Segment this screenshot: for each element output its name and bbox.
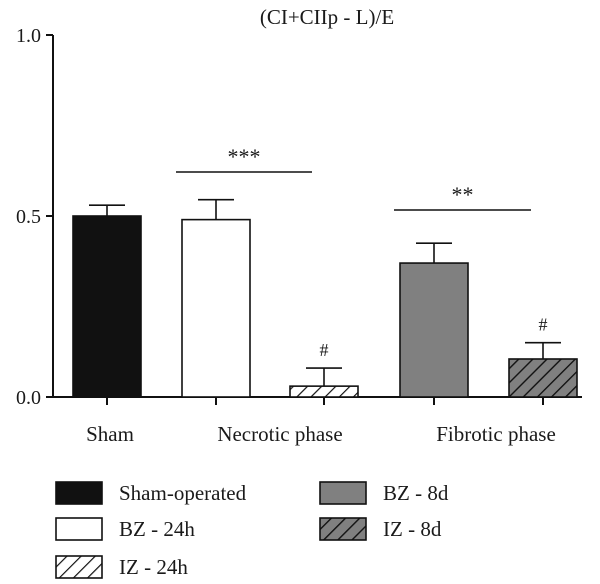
x-group-label-necrotic-phase: Necrotic phase <box>217 422 342 446</box>
y-tick-label: 0.0 <box>16 387 41 409</box>
legend-label: IZ - 24h <box>119 555 188 579</box>
plot-area: 0.0 0.5 1.0 Sham Necrotic phase Fibrotic phas… <box>16 25 582 446</box>
legend-swatch <box>55 555 103 579</box>
significance-label: ** <box>452 182 474 207</box>
legend-swatch <box>319 481 367 505</box>
legend-label: BZ - 24h <box>119 517 195 541</box>
legend-label: BZ - 8d <box>383 481 449 505</box>
bar-iz-8d <box>508 358 578 398</box>
y-tick-label: 1.0 <box>16 25 41 47</box>
legend-label: IZ - 8d <box>383 517 442 541</box>
legend-item-iz-24h: IZ - 24h <box>55 555 188 579</box>
legend-item-sham-operated: Sham-operated <box>55 481 247 505</box>
annotation-hash: # <box>539 315 548 335</box>
significance-label: *** <box>228 144 261 169</box>
legend-label: Sham-operated <box>119 481 247 505</box>
x-group-label-sham: Sham <box>86 422 134 446</box>
bar-bz-8d <box>399 262 469 398</box>
bar-bz-24h <box>181 218 251 398</box>
annotation-hash: # <box>320 340 329 360</box>
legend-swatch <box>319 517 367 541</box>
legend-item-bz-8d: BZ - 8d <box>319 481 449 505</box>
legend: Sham-operated BZ - 24h IZ - 24h BZ - 8d IZ -… <box>55 481 449 579</box>
bar-sham-operated <box>72 215 142 398</box>
legend-item-bz-24h: BZ - 24h <box>55 517 195 541</box>
x-group-label-fibrotic-phase: Fibrotic phase <box>436 422 556 446</box>
chart-title: (CI+CIIp - L)/E <box>260 5 394 29</box>
legend-swatch <box>55 481 103 505</box>
y-tick-label: 0.5 <box>16 206 41 228</box>
legend-item-iz-8d: IZ - 8d <box>319 517 442 541</box>
bar-iz-24h <box>289 385 359 398</box>
legend-swatch <box>55 517 103 541</box>
